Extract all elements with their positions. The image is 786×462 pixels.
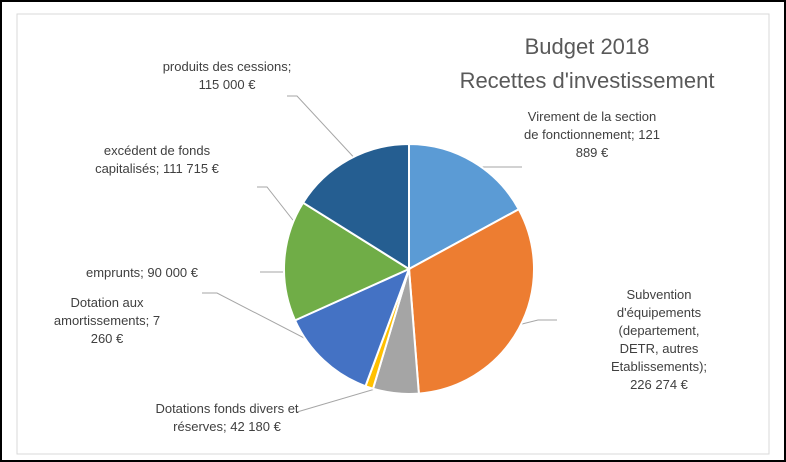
pie-slice <box>301 142 410 271</box>
pie-slice <box>407 207 535 395</box>
chart-frame <box>16 13 770 455</box>
pie-slice <box>408 142 521 271</box>
data-label: Dotations fonds divers et réserves; 42 1… <box>155 401 299 434</box>
pie-slice <box>293 267 411 388</box>
data-label: Virement de la section de fonctionnement… <box>524 109 660 160</box>
pie-slice <box>283 201 412 322</box>
data-label: excédent de fonds capitalisés; 111 715 € <box>95 143 219 176</box>
chart-subtitle: Recettes d'investissement <box>459 68 715 93</box>
data-label: Subvention d'équipements (departement, D… <box>610 287 708 392</box>
data-label: produits des cessions; 115 000 € <box>162 59 292 92</box>
data-label: Dotation aux amortissements; 7 260 € <box>53 295 161 346</box>
data-label: emprunts; 90 000 € <box>85 265 199 280</box>
chart-title: Budget 2018 <box>524 34 650 59</box>
